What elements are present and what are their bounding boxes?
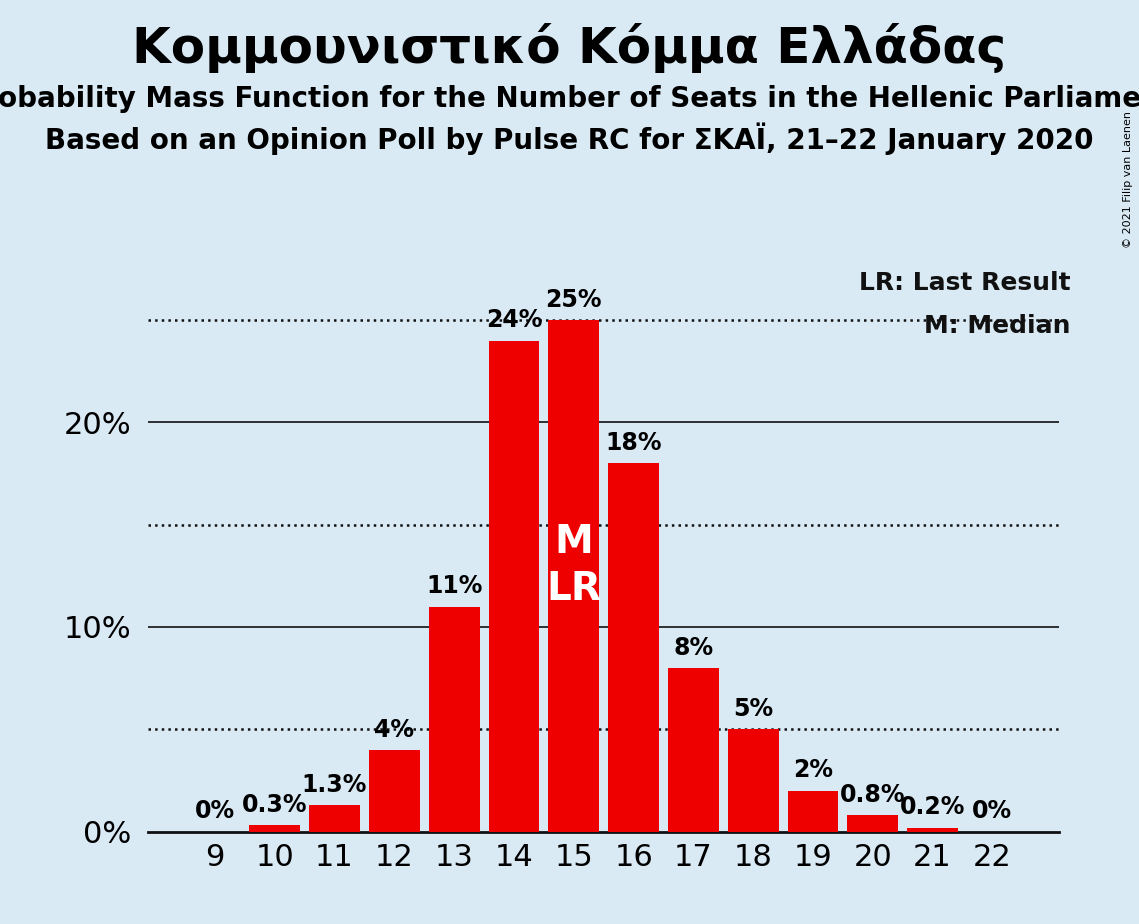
Text: 18%: 18% <box>605 432 662 456</box>
Text: 25%: 25% <box>546 288 603 312</box>
Text: 1.3%: 1.3% <box>302 772 367 796</box>
Bar <box>847 815 899 832</box>
Bar <box>309 805 360 832</box>
Bar <box>907 828 958 832</box>
Text: 0.8%: 0.8% <box>841 783 906 807</box>
Bar <box>489 341 540 832</box>
Bar <box>787 791 838 832</box>
Text: 11%: 11% <box>426 575 482 599</box>
Text: Based on an Opinion Poll by Pulse RC for ΣΚΑΪ, 21–22 January 2020: Based on an Opinion Poll by Pulse RC for… <box>46 122 1093 154</box>
Text: M: Median: M: Median <box>924 314 1071 338</box>
Bar <box>369 749 420 832</box>
Text: 24%: 24% <box>485 309 542 333</box>
Bar <box>428 606 480 832</box>
Text: 2%: 2% <box>793 759 833 783</box>
Bar <box>667 668 719 832</box>
Text: M
LR: M LR <box>547 523 601 608</box>
Text: Probability Mass Function for the Number of Seats in the Hellenic Parliament: Probability Mass Function for the Number… <box>0 85 1139 113</box>
Text: Κομμουνιστικό Κόμμα Ελλάδας: Κομμουνιστικό Κόμμα Ελλάδας <box>132 23 1007 73</box>
Text: 0%: 0% <box>973 799 1013 823</box>
Text: 5%: 5% <box>734 697 773 721</box>
Text: © 2021 Filip van Laenen: © 2021 Filip van Laenen <box>1123 111 1133 248</box>
Text: 0.2%: 0.2% <box>900 796 966 820</box>
Text: 4%: 4% <box>375 718 415 742</box>
Bar <box>548 320 599 832</box>
Text: 0%: 0% <box>195 799 235 823</box>
Bar <box>608 463 659 832</box>
Text: LR: Last Result: LR: Last Result <box>859 272 1071 296</box>
Bar <box>249 825 301 832</box>
Text: 8%: 8% <box>673 636 713 660</box>
Text: 0.3%: 0.3% <box>241 794 308 817</box>
Bar <box>728 729 779 832</box>
